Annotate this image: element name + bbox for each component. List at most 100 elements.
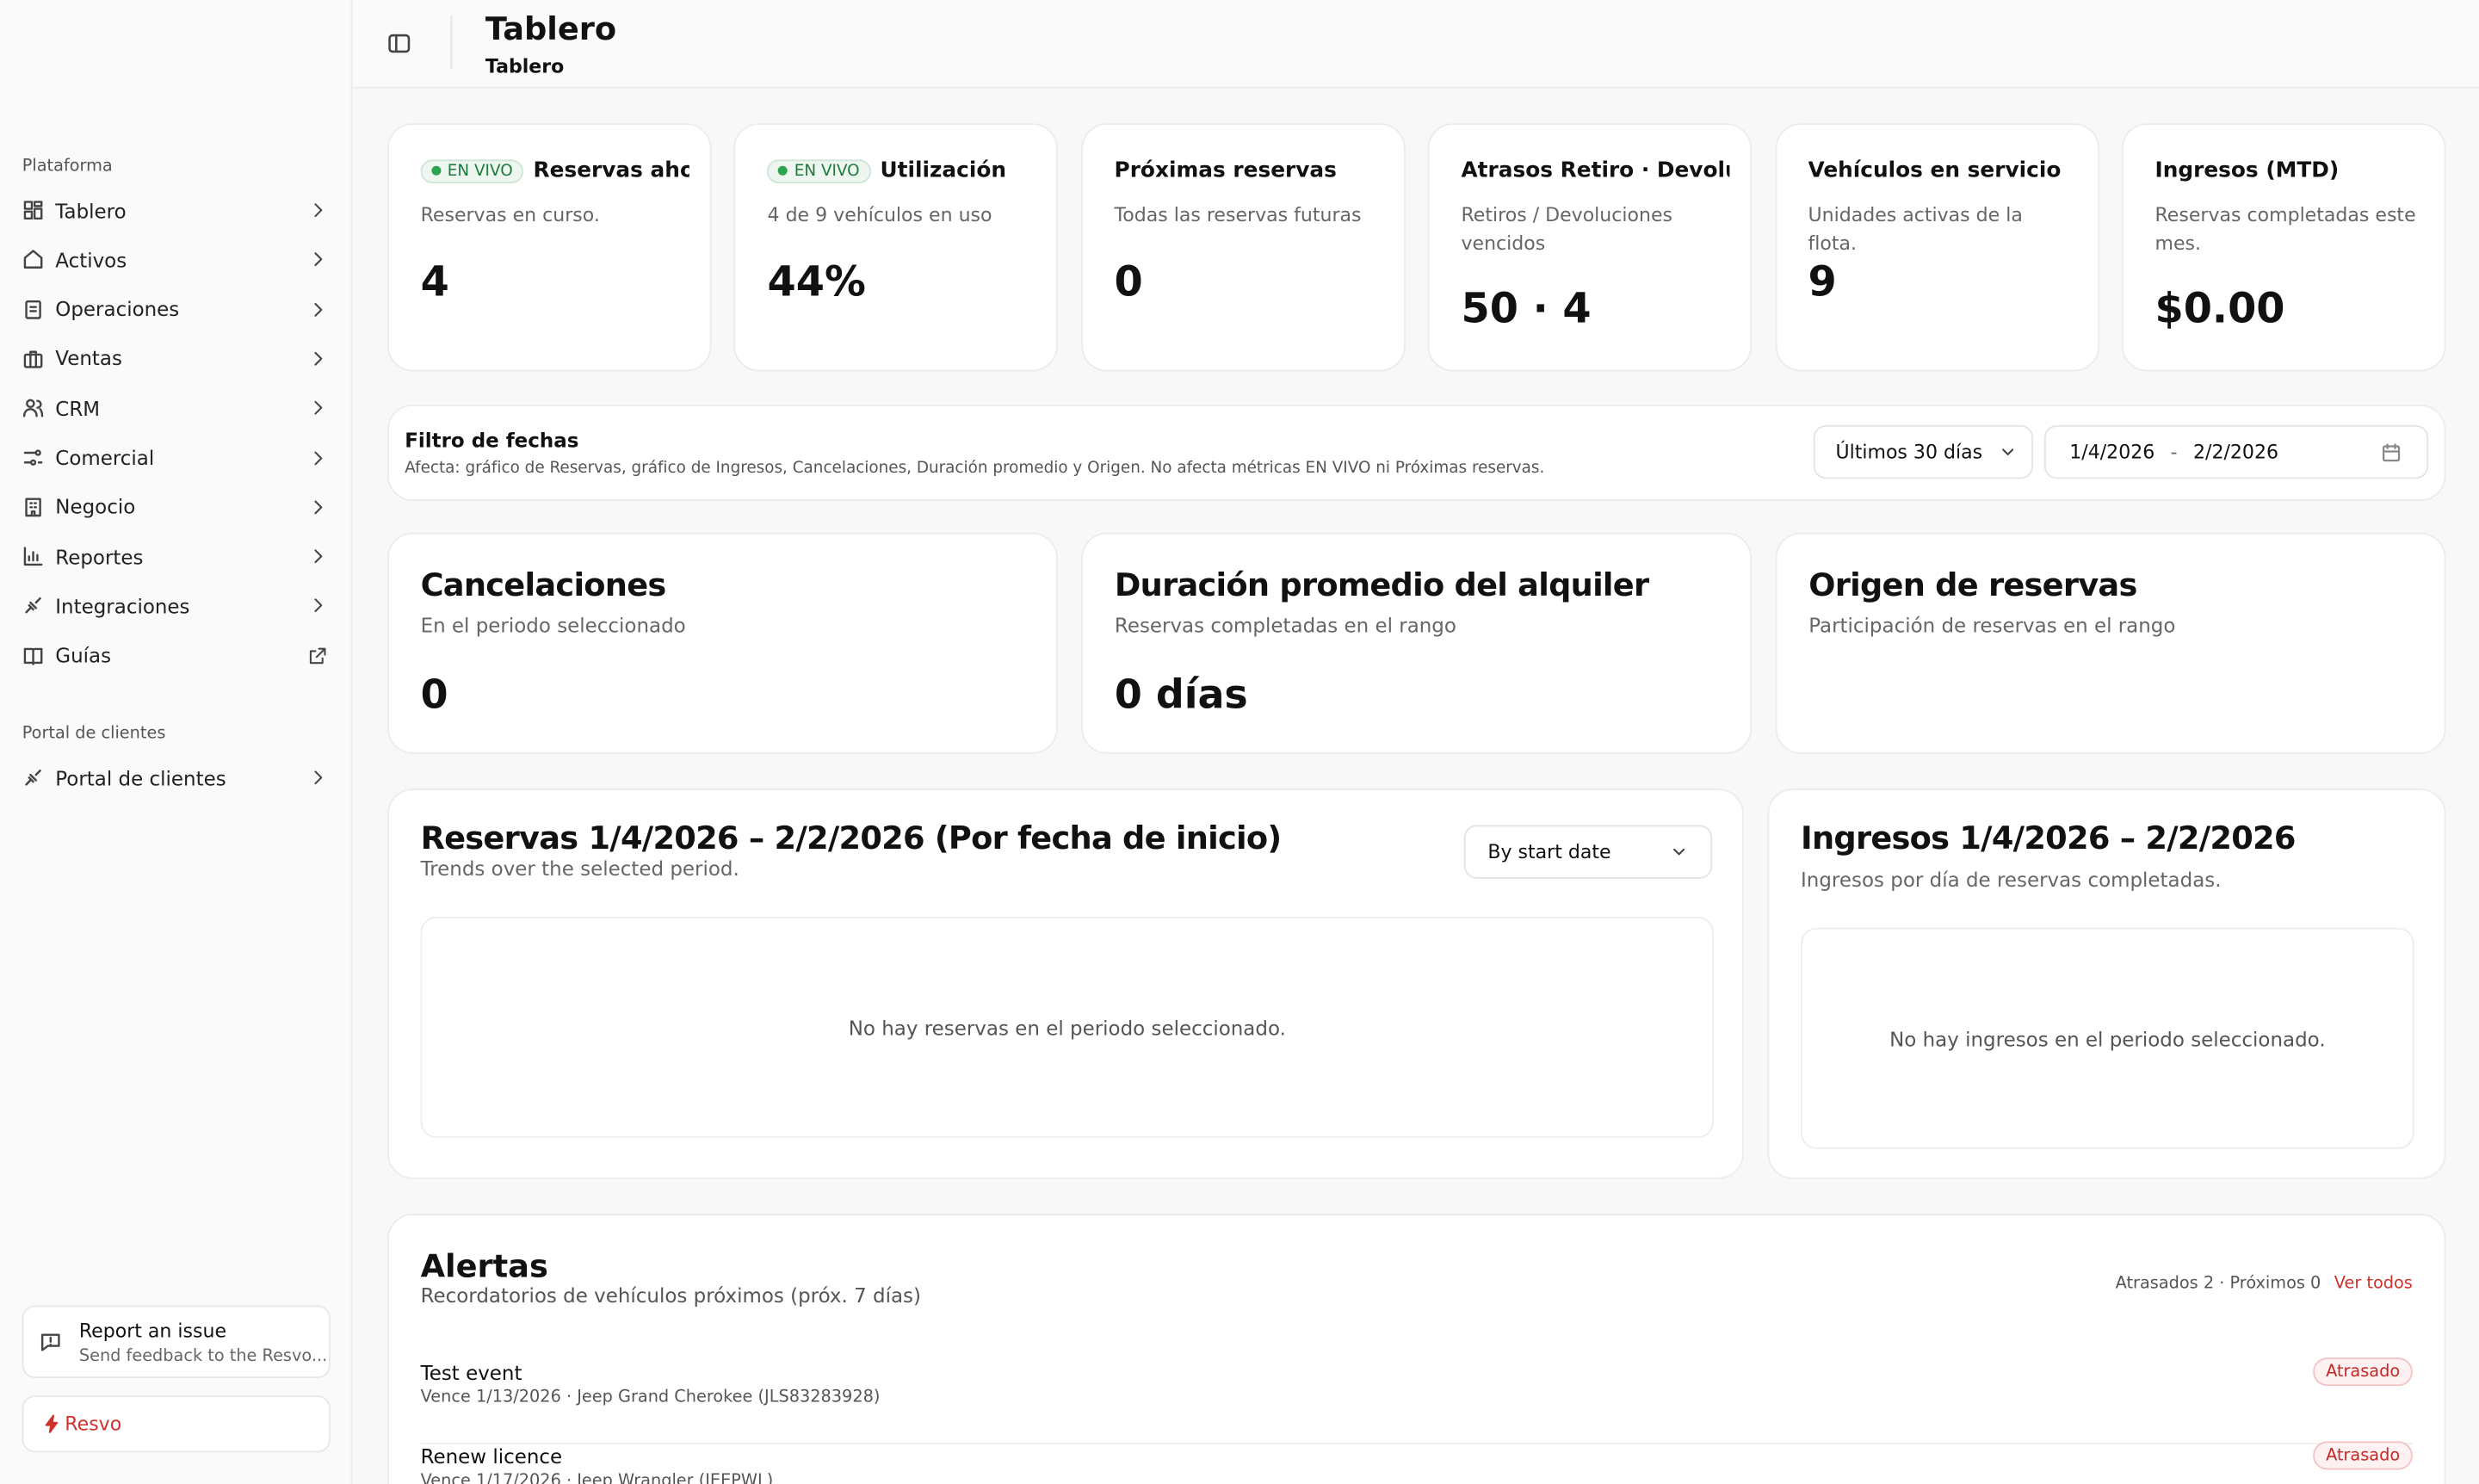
kpi-subtitle: Reservas en curso. <box>420 203 600 226</box>
brand-name: Resvo <box>65 1413 122 1436</box>
nav-label: Tablero <box>55 198 127 222</box>
chevron <box>314 770 323 785</box>
chevron <box>314 351 323 366</box>
metric-value: 0 días <box>1114 671 1248 718</box>
chart-subtitle: Ingresos por día de reservas completadas… <box>1801 867 2222 892</box>
nav-icon <box>23 647 43 665</box>
alert-detail: Vence 1/17/2026 · Jeep Wrangler (JEEPWL) <box>420 1471 774 1484</box>
nav-label: Portal de clientes <box>55 765 226 790</box>
nav-item[interactable]: Guías <box>22 636 331 674</box>
nav-icon <box>23 448 43 465</box>
badge-text: EN VIVO <box>447 162 513 180</box>
nav-item[interactable]: Operaciones <box>22 290 331 328</box>
alert-name: Test event <box>420 1360 522 1385</box>
nav-item[interactable]: Ventas <box>22 340 331 378</box>
nav-icon <box>25 498 41 516</box>
chevron <box>314 598 323 613</box>
divider <box>450 15 453 70</box>
chevron <box>314 500 323 514</box>
date-range[interactable]: 1/4/2026-2/2/2026 <box>2043 424 2429 479</box>
nav-icon <box>25 770 41 786</box>
nav-item[interactable]: Reportes <box>22 537 331 575</box>
header: Tablero Tablero <box>352 0 2479 89</box>
date-to: 2/2/2026 <box>2193 441 2279 463</box>
nav-item[interactable]: Negocio <box>22 488 331 526</box>
metric-title: Cancelaciones <box>420 566 667 604</box>
live-badge: EN VIVO <box>767 158 871 183</box>
nav-icon <box>22 399 44 417</box>
report-icon <box>40 1333 60 1351</box>
kpi-card: Próximas reservas Todas las reservas futu… <box>1080 123 1406 372</box>
kpi-title: Vehículos en servicio <box>1808 158 2062 183</box>
nav-label: Reportes <box>55 544 144 569</box>
kpi-card: Atrasos Retiro · Devoluci... Retiros / De… <box>1427 123 1753 372</box>
kpi-title: Utilización <box>880 158 1007 183</box>
status-badge: Atrasado <box>2313 1357 2413 1387</box>
alerts-subtitle: Recordatorios de vehículos próximos (pró… <box>420 1283 921 1308</box>
filter-subtitle: Afecta: gráfico de Reservas, gráfico de … <box>405 460 1545 478</box>
report-subtitle: Send feedback to the Resvo... <box>78 1346 328 1366</box>
nav-item[interactable]: CRM <box>22 389 331 427</box>
chart-title: Reservas 1/4/2026 – 2/2/2026 (Por fecha … <box>420 819 1283 857</box>
kpi-header: Vehículos en servicio <box>1808 158 2076 183</box>
nav-icon <box>23 201 43 220</box>
chevron <box>314 203 323 218</box>
chevron <box>314 450 323 465</box>
metric-subtitle: Participación de reservas en el rango <box>1808 613 2176 637</box>
kpi-card: Ingresos (MTD) Reservas completadas este … <box>2121 123 2446 372</box>
report-issue[interactable]: Report an issue Send feedback to the Res… <box>22 1305 331 1378</box>
alert-row[interactable]: Renew licence Vence 1/17/2026 · Jeep Wran… <box>420 1441 2413 1484</box>
kpi-value: $0.00 <box>2154 286 2285 334</box>
kpi-value: 0 <box>1114 259 1143 307</box>
sidebar: Report an issue Send feedback to the Res… <box>0 0 353 1484</box>
breadcrumb[interactable]: Tablero <box>485 55 565 77</box>
nav-item[interactable]: Comercial <box>22 438 331 476</box>
nav-label: Negocio <box>55 495 136 519</box>
nav-item[interactable]: Portal de clientes <box>22 758 331 796</box>
chevron-down <box>1673 848 1685 856</box>
kpi-value: 50 · 4 <box>1461 286 1592 334</box>
sidebar-toggle[interactable] <box>387 32 411 56</box>
brand-icon <box>45 1414 59 1433</box>
kpi-subtitle: Retiros / Devoluciones vencidos <box>1461 203 1673 255</box>
chart-title: Ingresos 1/4/2026 – 2/2/2026 <box>1801 819 2296 857</box>
kpi-header: Atrasos Retiro · Devoluci... <box>1461 158 1729 183</box>
kpi-header: EN VIVO Reservas ahor <box>420 158 689 183</box>
metric-card: Origen de reservas Participación de reser… <box>1775 532 2446 754</box>
mode-label: By start date <box>1487 840 1611 863</box>
kpi-title: Próximas reservas <box>1114 158 1337 183</box>
range-select[interactable]: Últimos 30 días <box>1813 424 2034 479</box>
kpi-header: Próximas reservas <box>1115 158 1383 183</box>
live-dot <box>778 165 788 176</box>
metric-subtitle: En el periodo seleccionado <box>420 613 686 637</box>
badge-text: EN VIVO <box>794 162 860 180</box>
nav-item[interactable]: Activos <box>22 241 331 279</box>
brand[interactable]: Resvo <box>22 1395 331 1453</box>
kpi-subtitle: Reservas completadas este mes. <box>2154 203 2416 255</box>
nav-item[interactable]: Tablero <box>22 191 331 229</box>
kpi-title: Ingresos (MTD) <box>2154 158 2340 183</box>
nav-label: Operaciones <box>55 297 180 321</box>
chevron-down <box>2001 448 2014 455</box>
view-all-link[interactable]: Ver todos <box>2334 1273 2413 1293</box>
kpi-value: 9 <box>1808 259 1837 307</box>
filter-title: Filtro de fechas <box>405 428 579 453</box>
date-separator: - <box>2170 441 2178 463</box>
nav-label: Activos <box>55 247 127 272</box>
bookings-chart-card: Reservas 1/4/2026 – 2/2/2026 (Por fecha … <box>387 788 1744 1179</box>
kpi-subtitle: 4 de 9 vehículos en uso <box>767 203 992 226</box>
alerts-summary: Atrasados 2 · Próximos 0 <box>2115 1273 2321 1293</box>
chevron <box>314 302 323 317</box>
nav-label: Ventas <box>55 346 122 371</box>
nav-item[interactable]: Integraciones <box>22 587 331 625</box>
live-dot <box>431 165 442 176</box>
nav-icon <box>25 597 41 615</box>
alert-row[interactable]: Test event Vence 1/13/2026 · Jeep Grand C… <box>420 1357 2413 1445</box>
metric-title: Duración promedio del alquiler <box>1114 566 1649 604</box>
metric-card: Cancelaciones En el periodo seleccionado 0 <box>387 532 1058 754</box>
nav-label: Guías <box>55 643 112 668</box>
mode-select[interactable]: By start date <box>1463 825 1713 879</box>
status-badge: Atrasado <box>2313 1441 2413 1470</box>
chevron <box>314 252 323 267</box>
